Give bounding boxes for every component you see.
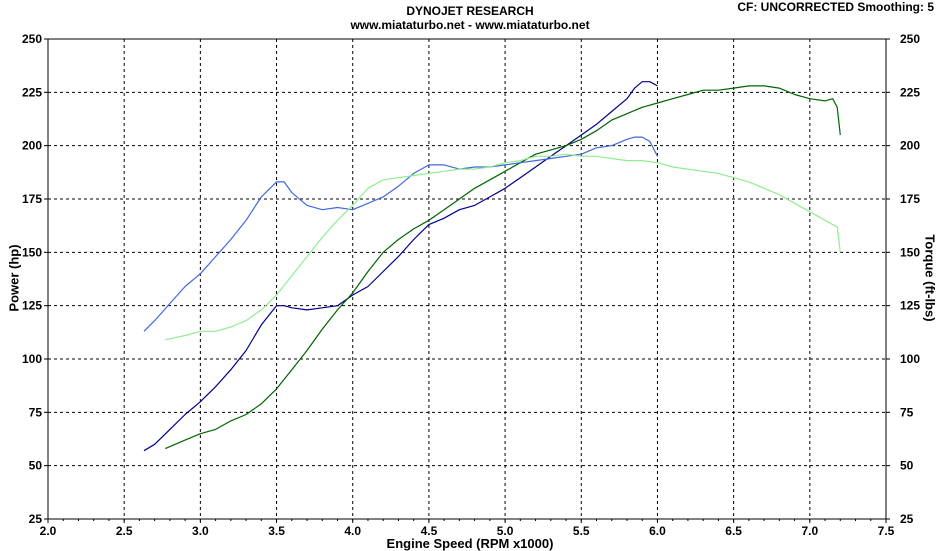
y-tick-label-left: 125	[22, 299, 42, 313]
y-tick-label-right: 25	[900, 512, 914, 526]
y-tick-label-right: 100	[900, 352, 920, 366]
y-tick-label-left: 25	[29, 512, 43, 526]
chart-title: DYNOJET RESEARCH	[406, 4, 534, 18]
y-tick-label-right: 225	[900, 85, 920, 99]
x-tick-label: 7.5	[878, 524, 895, 538]
chart-subtitle: www.miataturbo.net - www.miataturbo.net	[350, 18, 590, 32]
y-tick-label-left: 150	[22, 245, 42, 259]
y-tick-label-right: 250	[900, 32, 920, 46]
series-line-power-1	[143, 81, 658, 452]
x-tick-label: 5.5	[573, 524, 590, 538]
y-tick-label-right: 200	[900, 139, 920, 153]
x-tick-label: 4.5	[421, 524, 438, 538]
y-tick-label-right: 50	[900, 459, 914, 473]
x-tick-label: 5.0	[497, 524, 514, 538]
y-tick-label-left: 175	[22, 192, 42, 206]
y-tick-label-left: 75	[29, 405, 43, 419]
y-tick-label-right: 75	[900, 405, 914, 419]
x-axis-label: Engine Speed (RPM x1000)	[386, 536, 554, 551]
x-tick-label: 3.0	[192, 524, 209, 538]
x-tick-label: 7.0	[801, 524, 818, 538]
y-tick-label-left: 225	[22, 85, 42, 99]
y-tick-label-left: 250	[22, 32, 42, 46]
y-tick-label-left: 200	[22, 139, 42, 153]
y-tick-label-right: 150	[900, 245, 920, 259]
series-group	[143, 81, 841, 452]
y-tick-label-left: 100	[22, 352, 42, 366]
y-tick-label-left: 50	[29, 459, 43, 473]
axis-ticks: 2.0 2.5 3.0 3.5 4.0 4.5 5.0 5.5 6.0 6.5 7.0 7.5 25 25…	[22, 32, 920, 538]
x-tick-label: 6.5	[725, 524, 742, 538]
x-tick-label: 3.5	[268, 524, 285, 538]
series-line-torque-3	[143, 136, 659, 332]
grid-lines	[48, 39, 886, 519]
y-tick-label-right: 125	[900, 299, 920, 313]
correction-info: CF: UNCORRECTED Smoothing: 5	[737, 0, 934, 14]
x-tick-label: 6.0	[649, 524, 666, 538]
y-tick-label-right: 175	[900, 192, 920, 206]
x-tick-label: 2.5	[116, 524, 133, 538]
series-line-torque-4	[165, 153, 841, 341]
x-tick-label: 4.0	[344, 524, 361, 538]
series-line-power-2	[165, 85, 841, 450]
x-tick-label: 2.0	[40, 524, 57, 538]
plot-area	[47, 38, 887, 520]
